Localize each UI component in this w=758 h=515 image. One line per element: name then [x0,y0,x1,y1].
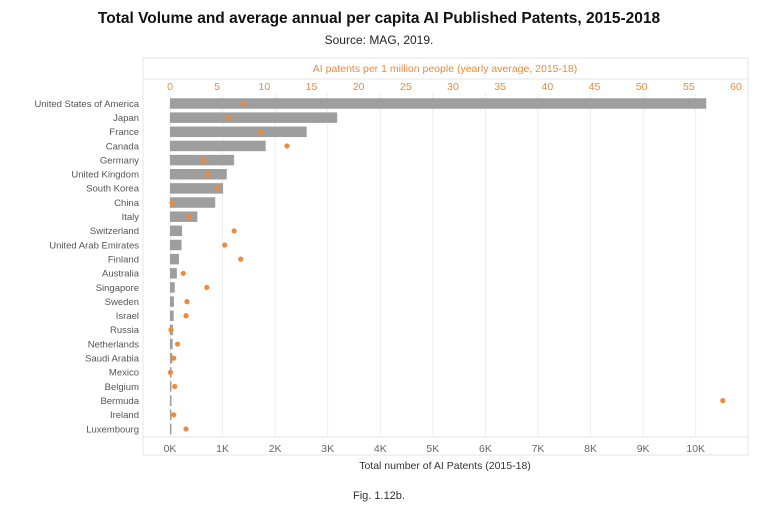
bar [170,381,172,392]
bar [170,310,174,321]
category-label: Saudi Arabia [85,354,140,365]
category-label: Canada [106,141,140,152]
bar [170,112,338,123]
x-tick-label: 2K [269,443,282,455]
x-tick-label: 5K [426,443,439,455]
dot [186,214,192,220]
category-label: Netherlands [88,339,139,350]
category-label: United Kingdom [71,170,139,181]
figure-caption: Fig. 1.12b. [353,490,405,502]
x-tick-label: 7K [532,443,545,455]
bar [170,423,172,435]
top-tick-label: 60 [730,81,742,93]
category-label: Mexico [109,368,139,379]
category-label: Bermuda [100,396,139,407]
bar [170,282,175,293]
dot [183,313,189,319]
dot [171,412,177,418]
top-tick-label: 30 [447,81,459,93]
top-tick-label: 10 [258,81,270,93]
category-label: Israel [116,311,139,322]
dot [222,242,228,248]
top-tick-label: 15 [306,81,318,93]
category-label: Finland [108,254,139,265]
bar [170,126,307,138]
dot [168,327,174,333]
dot [205,171,211,177]
category-label: France [109,127,139,138]
dot [231,228,237,234]
bar [170,98,707,109]
bar [170,169,227,180]
category-label: Sweden [105,297,139,308]
category-label: Singapore [96,283,139,294]
category-label: China [114,198,140,209]
dot [180,270,186,276]
dot [183,426,189,432]
x-tick-label: 4K [374,443,387,455]
bar [170,183,224,194]
top-axis-label: AI patents per 1 million people (yearly … [313,63,577,75]
x-tick-label: 9K [637,443,650,455]
dot [238,256,244,262]
bar [170,197,216,208]
top-tick-label: 5 [214,81,220,93]
bar [170,409,172,421]
category-label: South Korea [86,184,140,195]
bar [170,395,172,406]
category-label: Switzerland [90,226,139,237]
bar [170,268,177,279]
dot [720,398,726,404]
dot [184,299,190,305]
dot [172,383,178,390]
bar [170,296,174,307]
x-axis-label: Total number of AI Patents (2015-18) [359,460,531,472]
dot [167,369,174,375]
bar [170,140,266,152]
category-label: Japan [113,113,139,124]
top-tick-label: 35 [494,81,506,93]
category-label: Germany [100,155,139,166]
top-tick-label: 45 [589,81,601,93]
category-label: Australia [102,269,140,280]
x-tick-label: 3K [321,443,334,455]
x-tick-label: 8K [584,443,597,455]
bar [170,211,198,222]
top-tick-label: 40 [541,81,553,93]
category-label: United Arab Emirates [49,240,139,251]
chart-subtitle: Source: MAG, 2019. [324,33,434,47]
dot [225,115,232,121]
dot [257,129,264,135]
dot [214,185,220,191]
category-label: Italy [122,212,140,223]
x-tick-label: 6K [479,443,492,455]
bar [170,225,183,237]
category-label: Belgium [105,382,139,393]
dot [174,341,181,347]
category-label: Ireland [110,410,139,421]
top-tick-label: 55 [683,81,695,93]
dot [171,355,177,361]
x-tick-label: 0K [164,443,177,455]
top-tick-label: 50 [636,81,648,93]
dot [240,100,247,107]
dot [201,157,207,163]
plot-frame [142,57,749,456]
top-tick-label: 20 [353,81,365,93]
dot [204,284,210,291]
category-label: United States of America [34,99,139,110]
bar [170,239,182,251]
x-tick-label: 10K [686,443,705,455]
chart-title: Total Volume and average annual per capi… [97,10,661,27]
top-tick-label: 25 [400,81,412,93]
dot [169,199,175,206]
category-label: Luxembourg [86,424,139,435]
top-tick-label: 0 [167,81,173,93]
x-tick-label: 1K [216,443,229,455]
bar [170,253,179,265]
dot [284,143,290,149]
category-label: Russia [110,325,140,336]
bar [170,338,173,350]
